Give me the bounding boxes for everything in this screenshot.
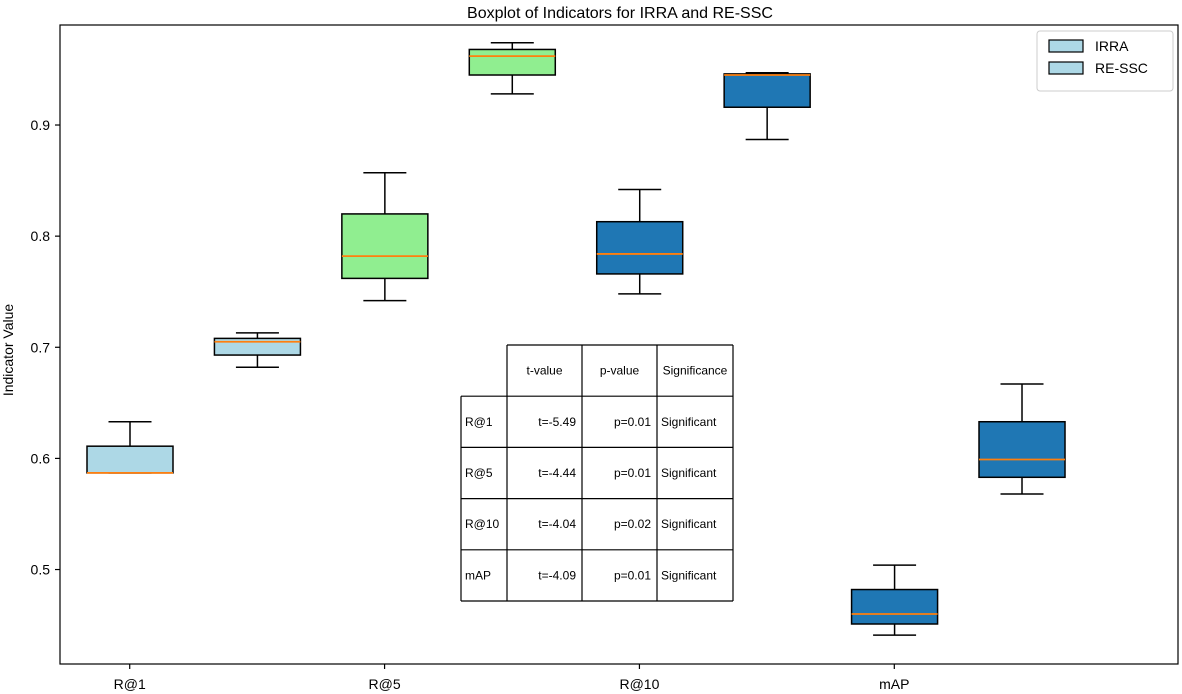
table-cell: R@1 xyxy=(465,415,493,429)
box-7 xyxy=(850,564,939,636)
legend-swatch xyxy=(1048,39,1084,53)
legend-entry: IRRA xyxy=(1048,38,1129,54)
y-tick-label: 0.8 xyxy=(31,228,51,244)
boxes-layer xyxy=(86,42,1066,636)
box-body xyxy=(86,445,174,474)
table-header-cell: Significance xyxy=(663,364,728,378)
box-body xyxy=(341,213,429,280)
table-cell: t=-4.09 xyxy=(538,568,576,582)
y-tick-label: 0.6 xyxy=(31,450,51,466)
box-body xyxy=(850,588,939,625)
chart-title: Boxplot of Indicators for IRRA and RE-SS… xyxy=(467,5,773,22)
box-3 xyxy=(341,172,429,302)
box-body xyxy=(978,420,1066,479)
table-cell: Significant xyxy=(661,466,717,480)
table-cell: p=0.01 xyxy=(614,568,651,582)
table-header-bg xyxy=(507,345,733,397)
stats-table: t-value p-value Significance R@1 t=-5.49 p=0.… xyxy=(460,344,734,602)
table-cell: t=-4.04 xyxy=(538,517,576,531)
box-5 xyxy=(595,188,684,295)
table-cell: R@10 xyxy=(465,517,500,531)
table-cell: p=0.01 xyxy=(614,415,651,429)
legend-entry: RE-SSC xyxy=(1048,60,1148,76)
table-cell: Significant xyxy=(661,415,717,429)
legend-label: RE-SSC xyxy=(1095,60,1148,76)
x-tick-label: mAP xyxy=(879,676,909,692)
box-body xyxy=(468,48,557,76)
box-body xyxy=(595,220,684,275)
table-cell: mAP xyxy=(465,568,491,582)
table-cell: Significant xyxy=(661,568,717,582)
y-tick-label: 0.7 xyxy=(31,339,51,355)
table-cell: Significant xyxy=(661,517,717,531)
table-cell: p=0.01 xyxy=(614,466,651,480)
y-axis-label: Indicator Value xyxy=(0,304,16,397)
legend: IRRA RE-SSC xyxy=(1036,30,1174,92)
box-2 xyxy=(213,332,302,369)
legend-swatch xyxy=(1048,61,1084,75)
axes-layer: 0.5 0.6 0.7 0.8 0.9 R@1 R@5 R@10 mAP xyxy=(31,24,1179,692)
table-header-cell: p-value xyxy=(600,364,640,378)
y-tick-label: 0.9 xyxy=(31,117,51,133)
table-cell: t=-4.44 xyxy=(538,466,576,480)
box-8 xyxy=(978,383,1066,495)
table-header-cell: t-value xyxy=(526,364,562,378)
table-cell: p=0.02 xyxy=(614,517,651,531)
box-body xyxy=(723,73,811,108)
box-4 xyxy=(468,42,557,95)
table-cell: R@5 xyxy=(465,466,493,480)
plot-frame xyxy=(59,24,1179,665)
y-tick-label: 0.5 xyxy=(31,562,51,578)
box-6 xyxy=(723,72,811,141)
legend-label: IRRA xyxy=(1095,38,1129,54)
table-cell: t=-5.49 xyxy=(538,415,576,429)
box-1 xyxy=(86,420,174,474)
x-tick-label: R@1 xyxy=(114,676,146,692)
x-tick-label: R@10 xyxy=(619,676,659,692)
x-tick-label: R@5 xyxy=(369,676,401,692)
